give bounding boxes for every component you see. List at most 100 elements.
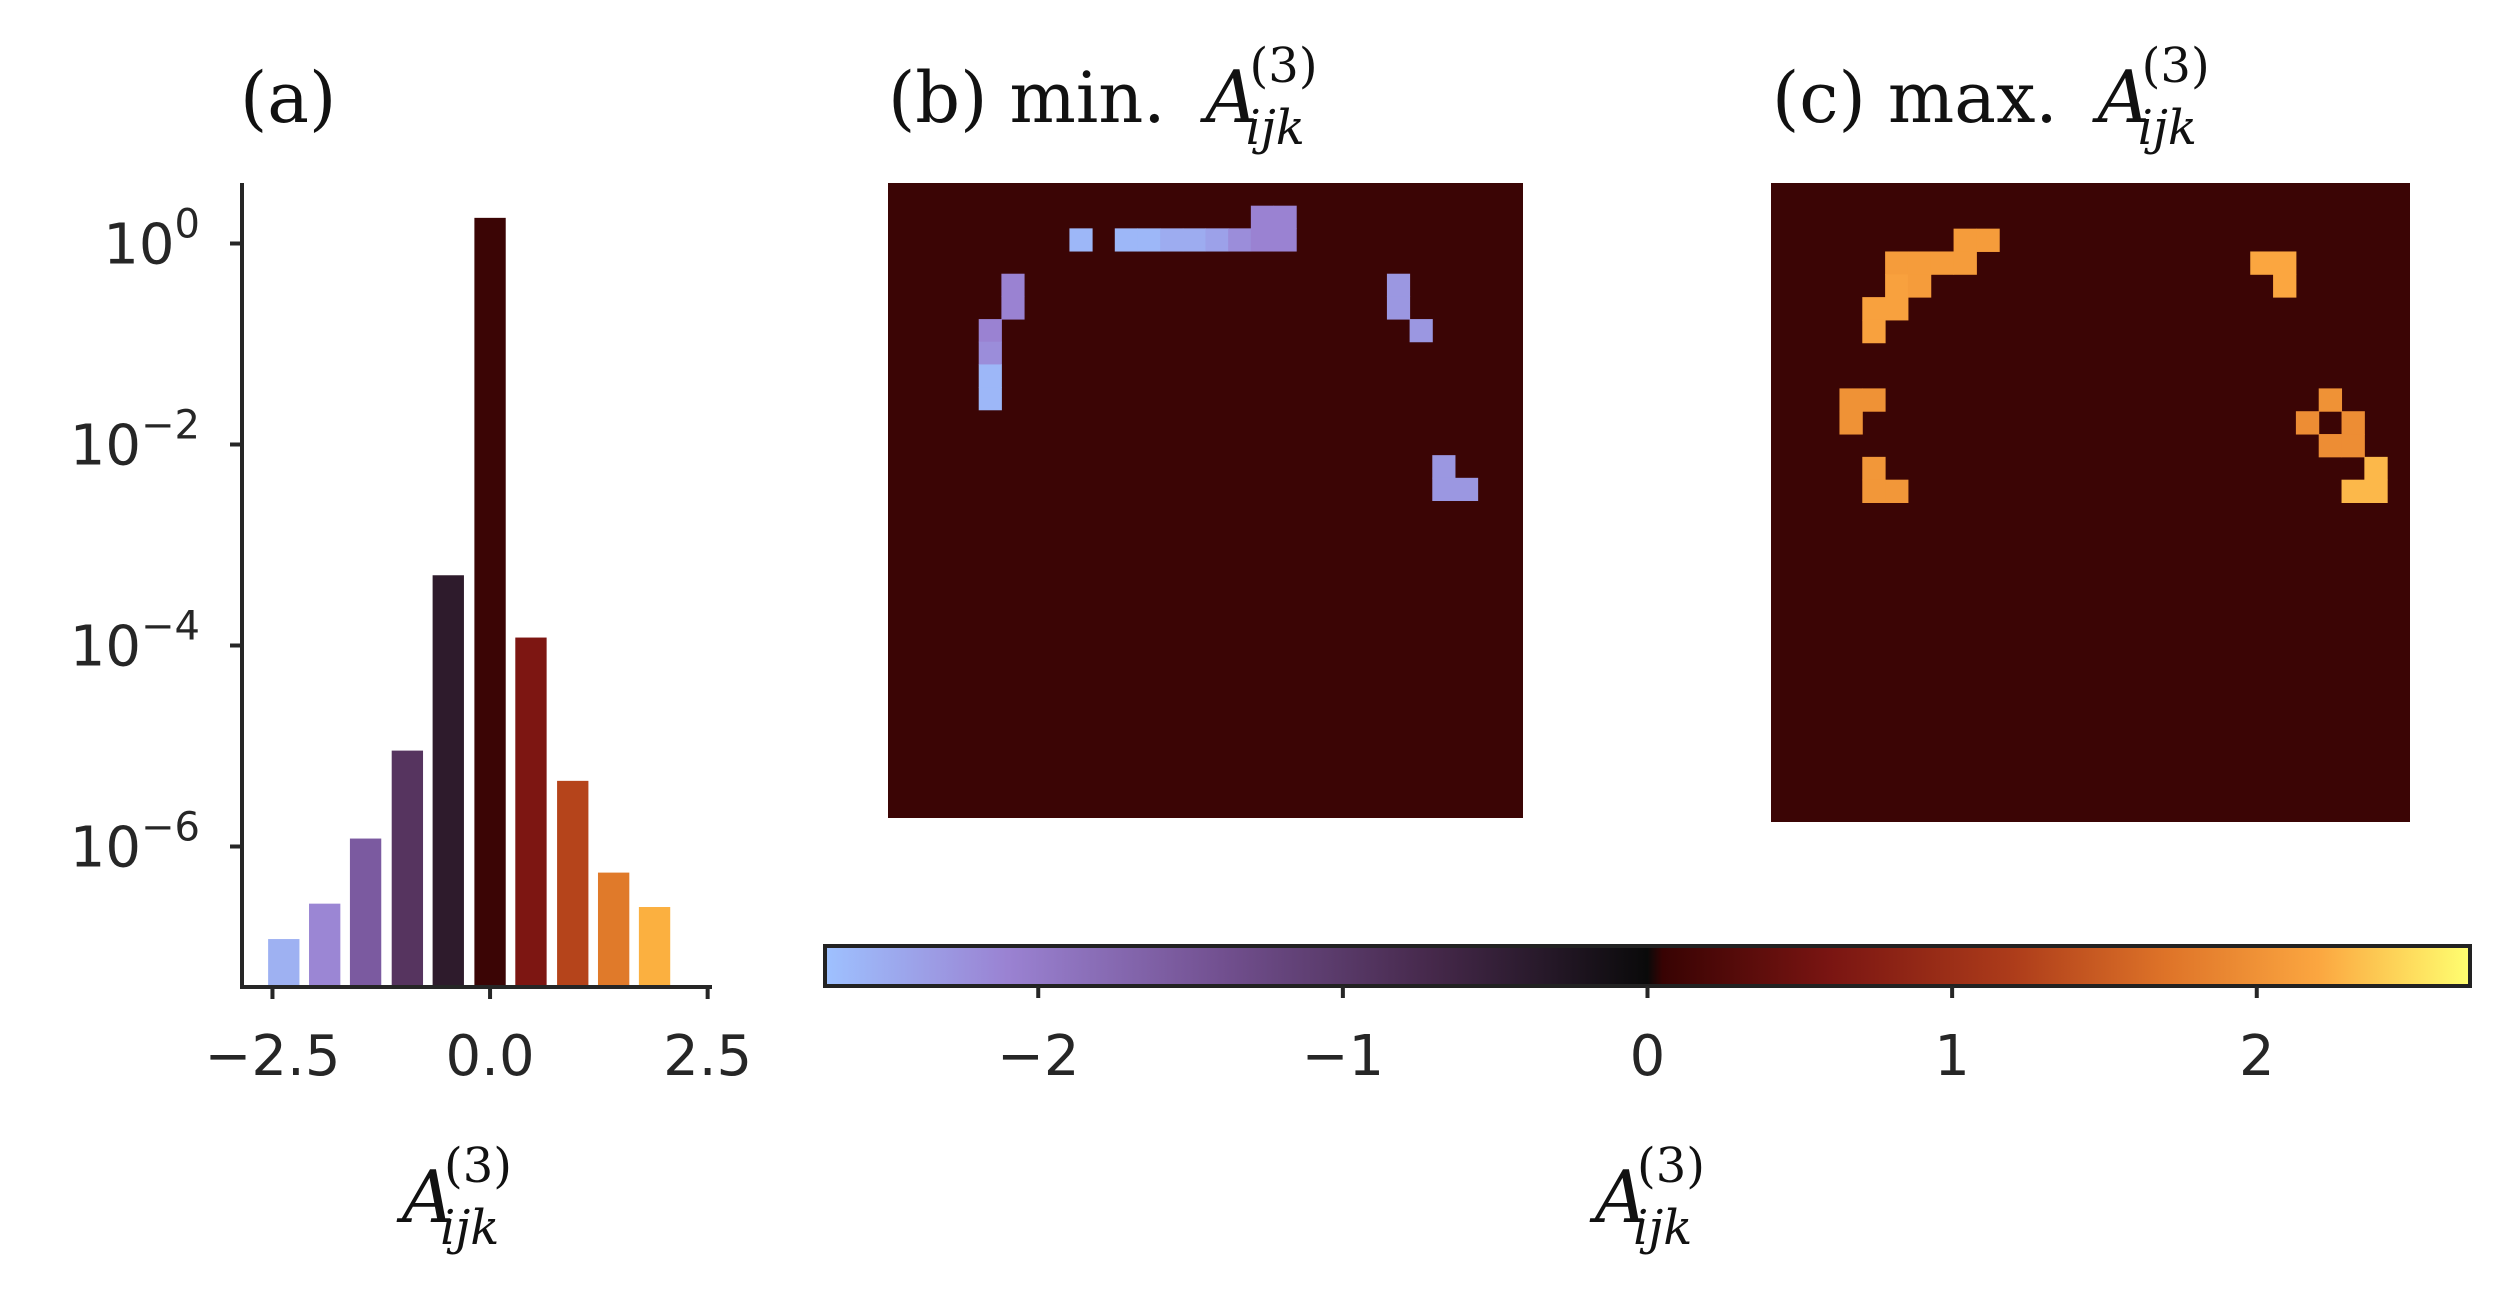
histogram-bars [268,217,671,987]
x-ticks: −2.5 0.0 2.5 [204,987,752,1089]
colorbar-tick-label: −1 [1302,1024,1385,1089]
panel-b-title-sub: ijk [1246,100,1305,156]
colorbar-label-sub: ijk [1633,1200,1692,1256]
histogram-bar [391,750,424,987]
histogram-bar [349,838,382,987]
colorbar-tick-label: 0 [1630,1024,1666,1089]
heatmap-cell [2318,434,2343,458]
heatmap-cell [1069,228,1093,252]
y-tick-label: 10−4 [70,604,200,680]
heatmap-cell [1114,228,1138,252]
heatmap-cell [1273,205,1297,229]
heatmap-cell [1228,228,1252,252]
colorbar-label-symbol: A [1589,1155,1647,1239]
heatmap-max [1771,183,2410,822]
heatmap-cell [1862,297,1886,321]
colorbar-label-sup: (3) [1637,1138,1705,1194]
heatmap-cell [1885,251,1909,275]
heatmap-cell [978,364,1002,388]
panel-c-title: (c) max. A(3) ijk [1772,38,2210,156]
panel-a-label: (a) [240,57,336,139]
heatmap-cell [1862,319,1886,344]
x-tick-label: 2.5 [663,1024,752,1089]
heatmap-cell [2364,479,2388,503]
heatmap-cell [1409,319,1433,343]
heatmap-cell [1839,411,1863,435]
heatmap-cell [1250,205,1275,229]
panel-b-label: (b) [888,57,987,139]
heatmap-cell [1205,228,1229,252]
histogram-bar [515,637,547,987]
colorbar-tick-label: 2 [2239,1024,2275,1089]
heatmap-cell [1001,296,1025,320]
colorbar-tick-label: −2 [997,1024,1080,1089]
heatmap-cell [1839,388,1863,412]
heatmap-cell [978,387,1002,411]
panel-c-title-symbol: A [2092,55,2150,139]
xlabel-sub: ijk [440,1200,499,1256]
heatmap-cell [1885,274,1909,298]
heatmap-cell [1862,479,1886,503]
panel-c: (c) max. A(3) ijk [1771,38,2410,822]
y-tick-label: 10−6 [70,805,200,881]
heatmap-cell [1160,228,1184,252]
panel-b-title-symbol: A [1200,55,1258,139]
colorbar-label: A(3) ijk [1589,1138,1705,1256]
heatmap-cell [1182,228,1206,252]
heatmap-cell [2341,479,2365,503]
colorbar-gradient [825,946,2470,986]
heatmap-cell [1250,228,1275,252]
heatmap-cell [1386,296,1411,320]
panel-b-title-sup: (3) [1250,38,1318,94]
heatmap-background [888,183,1523,818]
heatmap-cell [2273,274,2297,298]
y-tick-label: 10−2 [70,403,200,479]
heatmap-cell [1137,228,1161,252]
xlabel-symbol: A [396,1155,454,1239]
heatmap-cell [1273,228,1297,252]
heatmap-cell [1976,228,2000,252]
panel-a-xlabel: A(3) ijk [396,1138,512,1256]
panel-c-label: (c) [1772,57,1866,139]
heatmap-cell [1862,388,1886,412]
heatmap-cell [1953,228,1977,252]
colorbar: −2 −1 0 1 2 A(3) ijk [823,944,2472,1256]
panel-c-title-sup: (3) [2142,38,2210,94]
panel-b-title-text: min. [1009,57,1165,139]
heatmap-cell [1907,251,1932,275]
histogram-bar [432,575,464,987]
xlabel-sup: (3) [444,1138,512,1194]
histogram-bar [268,939,300,987]
heatmap-cell [2295,411,2320,435]
heatmap-cell [1907,274,1932,298]
panel-c-title-sub: ijk [2138,100,2197,156]
heatmap-cell [978,341,1002,365]
heatmap-cell [1953,251,1977,275]
colorbar-tick-label: 1 [1934,1024,1970,1089]
heatmap-cell [2341,411,2365,435]
y-tick-label: 100 [103,202,200,278]
histogram-bar [638,907,671,987]
histogram-bar [474,217,506,987]
panel-c-title-text: max. [1888,57,2058,139]
heatmap-cell [978,319,1002,343]
heatmap-cell [2250,251,2274,275]
heatmap-cell [2318,388,2343,412]
heatmap-cell [1885,297,1909,321]
heatmap-min [888,183,1523,818]
histogram-bar [597,872,630,987]
heatmap-cell [1885,479,1909,503]
x-tick-label: 0.0 [446,1024,535,1089]
x-tick-label: −2.5 [204,1024,340,1089]
panel-b: (b) min. A(3) ijk [888,38,1523,818]
heatmap-cell [1386,273,1411,297]
heatmap-cell [2364,456,2388,481]
heatmap-cell [1001,273,1025,297]
panel-b-title: (b) min. A(3) ijk [888,38,1318,156]
heatmap-cell [1432,455,1456,479]
heatmap-cell [1930,251,1955,275]
heatmap-cell [2273,251,2297,275]
y-ticks: 100 10−2 10−4 10−6 [70,202,242,881]
colorbar-ticks: −2 −1 0 1 2 [997,986,2275,1089]
